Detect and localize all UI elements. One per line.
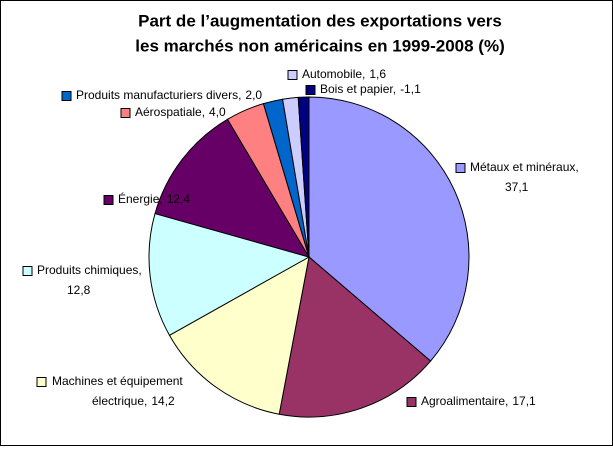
legend-swatch <box>36 377 47 387</box>
legend-swatch <box>103 195 114 205</box>
legend-swatch <box>406 397 417 407</box>
value-label: 4,0 <box>209 105 226 119</box>
category-name: Aérospatiale, <box>135 105 205 119</box>
pie-slice <box>168 256 310 415</box>
data-label: Produits chimiques, <box>37 263 142 277</box>
legend-swatch <box>305 85 316 95</box>
value-label: 2,0 <box>245 88 262 102</box>
data-label: Métaux et minéraux, <box>470 160 579 174</box>
chart-title: les marchés non américains en 1999-2008 … <box>135 36 504 55</box>
pie-slice <box>308 96 470 362</box>
data-label: Énergie, 12,4 <box>118 191 190 206</box>
category-name: Produits manufacturiers divers, <box>76 88 241 102</box>
data-label: 37,1 <box>505 180 529 194</box>
legend-swatch <box>455 163 466 173</box>
category-name: Bois et papier, <box>320 82 396 96</box>
value-label: 12,4 <box>167 192 191 206</box>
chart-title: Part de l’augmentation des exportations … <box>138 11 502 30</box>
data-label: 12,8 <box>67 283 91 297</box>
value-label: 37,1 <box>505 180 529 194</box>
value-label: -1,1 <box>400 82 421 96</box>
value-label: 17,1 <box>512 394 536 408</box>
data-label: Aérospatiale, 4,0 <box>135 105 226 119</box>
pie-slice <box>297 96 310 258</box>
category-name: Automobile, <box>302 67 365 81</box>
data-label: Produits manufacturiers divers, 2,0 <box>76 88 262 102</box>
category-name: électrique, <box>92 394 147 408</box>
data-label: Agroalimentaire, 17,1 <box>421 394 536 408</box>
data-label: Automobile, 1,6 <box>302 67 386 81</box>
pie-slice <box>148 212 311 336</box>
value-label: 14,2 <box>151 394 175 408</box>
category-name: Produits chimiques, <box>37 263 142 277</box>
category-name: Énergie, <box>118 191 163 206</box>
legend-swatch <box>287 70 298 80</box>
category-name: Agroalimentaire, <box>421 394 508 408</box>
pie-slice <box>154 118 311 258</box>
category-name: Machines et équipement <box>52 374 183 388</box>
legend-swatch <box>61 91 72 101</box>
data-label: électrique, 14,2 <box>92 394 175 408</box>
data-label: Bois et papier, -1,1 <box>320 82 421 96</box>
value-label: 12,8 <box>67 283 91 297</box>
data-label: Machines et équipement <box>52 374 183 388</box>
category-name: Métaux et minéraux, <box>470 160 579 174</box>
legend-swatch <box>22 266 33 276</box>
value-label: 1,6 <box>369 67 386 81</box>
legend-swatch <box>120 108 131 118</box>
pie-slice <box>278 256 432 418</box>
